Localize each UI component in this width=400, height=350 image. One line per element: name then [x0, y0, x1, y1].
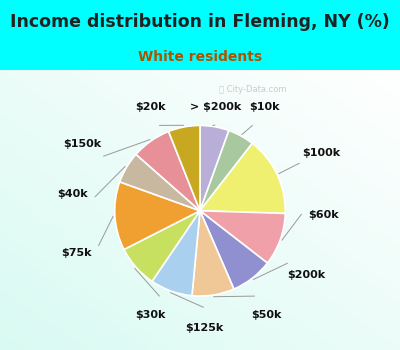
Wedge shape	[200, 211, 268, 289]
Wedge shape	[200, 144, 285, 214]
Wedge shape	[200, 125, 229, 211]
Wedge shape	[168, 125, 200, 211]
Text: $10k: $10k	[249, 102, 279, 112]
Wedge shape	[136, 132, 200, 211]
Wedge shape	[152, 211, 200, 296]
Wedge shape	[200, 131, 252, 211]
Text: ⓘ City-Data.com: ⓘ City-Data.com	[219, 85, 287, 94]
Text: $20k: $20k	[135, 102, 166, 112]
Text: Income distribution in Fleming, NY (%): Income distribution in Fleming, NY (%)	[10, 13, 390, 32]
Wedge shape	[124, 211, 200, 281]
Text: $100k: $100k	[302, 148, 340, 158]
Text: $40k: $40k	[57, 189, 87, 199]
Wedge shape	[192, 211, 234, 296]
Text: $30k: $30k	[135, 310, 166, 320]
Text: $150k: $150k	[63, 139, 101, 149]
Wedge shape	[115, 182, 200, 250]
Wedge shape	[120, 154, 200, 211]
Text: $125k: $125k	[185, 323, 223, 334]
Text: > $200k: > $200k	[190, 102, 241, 112]
Text: White residents: White residents	[138, 50, 262, 64]
Text: $200k: $200k	[288, 270, 326, 280]
Text: $75k: $75k	[61, 248, 92, 258]
Text: $50k: $50k	[251, 310, 282, 320]
Text: $60k: $60k	[308, 210, 339, 220]
Wedge shape	[200, 211, 285, 263]
